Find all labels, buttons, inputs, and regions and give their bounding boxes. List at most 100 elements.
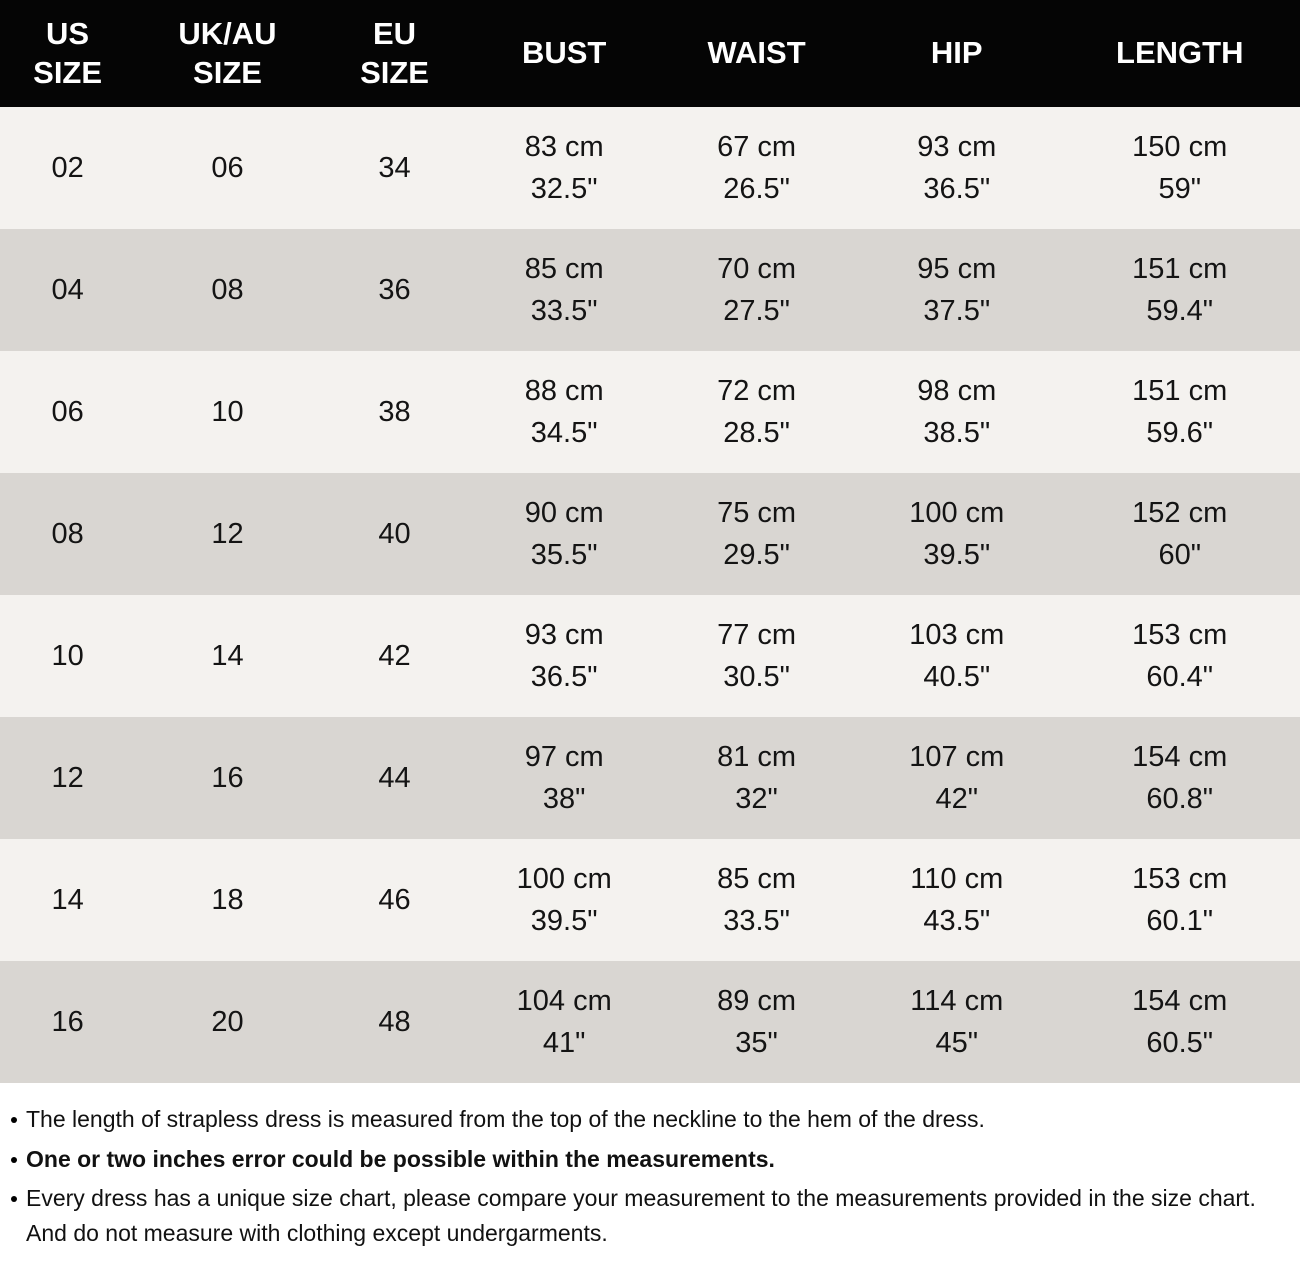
header-cell-hip: HIP <box>854 0 1060 107</box>
table-cell: 152 cm 60" <box>1059 473 1300 595</box>
table-cell: 10 <box>135 351 320 473</box>
cell-line: 85 cm <box>524 252 604 285</box>
table-cell: 48 <box>320 961 470 1083</box>
cell-line: 98 cm <box>917 374 997 407</box>
cell-line: 16 <box>211 761 244 794</box>
cell-line: 37.5" <box>923 295 991 327</box>
notes: The length of strapless dress is measure… <box>0 1083 1300 1267</box>
cell-line: 95 cm <box>917 252 997 285</box>
cell-line: 16 <box>51 1005 84 1038</box>
table-cell: 100 cm 39.5" <box>469 839 659 961</box>
table-cell: 107 cm 42" <box>854 717 1059 839</box>
table-cell: 12 <box>0 717 135 839</box>
cell-line: 28.5" <box>723 417 790 449</box>
header-cell-us-size: US SIZE <box>0 0 136 107</box>
table-cell: 46 <box>320 839 470 961</box>
cell-line: 59.4" <box>1146 295 1214 327</box>
cell-line: 33.5" <box>723 905 790 937</box>
cell-line: 152 cm <box>1132 496 1228 529</box>
cell-line: 89 cm <box>717 984 797 1017</box>
table-cell: 04 <box>0 229 135 351</box>
note: Every dress has a unique size chart, ple… <box>8 1181 1290 1250</box>
table-cell: 98 cm 38.5" <box>854 351 1059 473</box>
size-chart-table: US SIZE UK/AU SIZE EU SIZE BUST WAIST HIP LENG… <box>0 0 1300 1083</box>
cell-line: 39.5" <box>923 539 991 571</box>
cell-line: 100 cm <box>516 862 612 895</box>
header-cell-waist: WAIST <box>659 0 855 107</box>
cell-line: 60.5" <box>1146 1027 1214 1059</box>
table-cell: 97 cm 38" <box>469 717 659 839</box>
cell-line: 93 cm <box>524 618 604 651</box>
header-cell-uk-au-size: UK/AU SIZE <box>135 0 320 107</box>
cell-line: 33.5" <box>530 295 598 327</box>
cell-line: 27.5" <box>723 295 790 327</box>
cell-line: 12 <box>51 761 84 794</box>
cell-line: 32.5" <box>530 173 598 205</box>
cell-line: 34 <box>378 151 411 184</box>
cell-line: 45" <box>935 1027 979 1059</box>
cell-line: 34.5" <box>530 417 598 449</box>
table-row: 08 12 40 90 cm 35.5" 75 cm 29.5" 100 cm 39.5" 152… <box>0 473 1300 595</box>
cell-line: 104 cm <box>516 984 612 1017</box>
table-cell: 151 cm 59.4" <box>1059 229 1300 351</box>
table-cell: 151 cm 59.6" <box>1059 351 1300 473</box>
cell-line: 02 <box>51 151 84 184</box>
table-cell: 14 <box>135 595 320 717</box>
table-cell: 12 <box>135 473 320 595</box>
cell-line: 72 cm <box>717 374 797 407</box>
cell-line: 32" <box>735 783 778 815</box>
cell-line: 40 <box>378 517 411 550</box>
table-cell: 150 cm 59" <box>1059 107 1300 229</box>
table-cell: 18 <box>135 839 320 961</box>
cell-line: 36.5" <box>923 173 991 205</box>
cell-line: 06 <box>51 395 84 428</box>
cell-line: 35" <box>735 1027 778 1059</box>
table-cell: 110 cm 43.5" <box>854 839 1059 961</box>
table-cell: 10 <box>0 595 135 717</box>
cell-line: 103 cm <box>909 618 1005 651</box>
table-cell: 02 <box>0 107 135 229</box>
cell-line: 81 cm <box>717 740 797 773</box>
table-cell: 42 <box>320 595 470 717</box>
cell-line: 36.5" <box>530 661 598 693</box>
cell-line: 36 <box>378 273 411 306</box>
table-cell: 06 <box>135 107 320 229</box>
table-cell: 08 <box>0 473 135 595</box>
cell-line: 26.5" <box>723 173 790 205</box>
table-cell: 83 cm 32.5" <box>469 107 659 229</box>
table-cell: 40 <box>320 473 470 595</box>
table-cell: 95 cm 37.5" <box>854 229 1059 351</box>
cell-line: 88 cm <box>524 374 604 407</box>
cell-line: 29.5" <box>723 539 790 571</box>
table-cell: 70 cm 27.5" <box>659 229 854 351</box>
table-cell: 16 <box>135 717 320 839</box>
table-cell: 16 <box>0 961 135 1083</box>
table-row: 12 16 44 97 cm 38" 81 cm 32" 107 cm 42" 154 cm 60.… <box>0 717 1300 839</box>
cell-line: 39.5" <box>530 905 598 937</box>
bullet-icon <box>11 1117 17 1123</box>
cell-line: 60" <box>1158 539 1202 571</box>
cell-line: 06 <box>211 151 244 184</box>
cell-line: 18 <box>211 883 244 916</box>
table-cell: 14 <box>0 839 135 961</box>
cell-line: 154 cm <box>1132 740 1228 773</box>
cell-line: 77 cm <box>717 618 797 651</box>
table-cell: 114 cm 45" <box>854 961 1059 1083</box>
table-cell: 93 cm 36.5" <box>854 107 1059 229</box>
table-cell: 44 <box>320 717 470 839</box>
table-row: 02 06 34 83 cm 32.5" 67 cm 26.5" 93 cm 36.5" 150 … <box>0 107 1300 229</box>
table-cell: 88 cm 34.5" <box>469 351 659 473</box>
cell-line: 60.4" <box>1146 661 1214 693</box>
cell-line: 59" <box>1158 173 1202 205</box>
cell-line: 43.5" <box>923 905 991 937</box>
cell-line: 97 cm <box>524 740 604 773</box>
table-cell: 85 cm 33.5" <box>659 839 854 961</box>
cell-line: 70 cm <box>717 252 797 285</box>
note: One or two inches error could be possibl… <box>8 1142 1290 1177</box>
cell-line: 04 <box>51 273 84 306</box>
note-text: The length of strapless dress is measure… <box>26 1106 985 1132</box>
cell-line: 38.5" <box>923 417 991 449</box>
size-chart-header-row: US SIZE UK/AU SIZE EU SIZE BUST WAIST HIP LENG… <box>0 0 1300 107</box>
cell-line: 10 <box>211 395 244 428</box>
cell-line: 48 <box>378 1005 411 1038</box>
